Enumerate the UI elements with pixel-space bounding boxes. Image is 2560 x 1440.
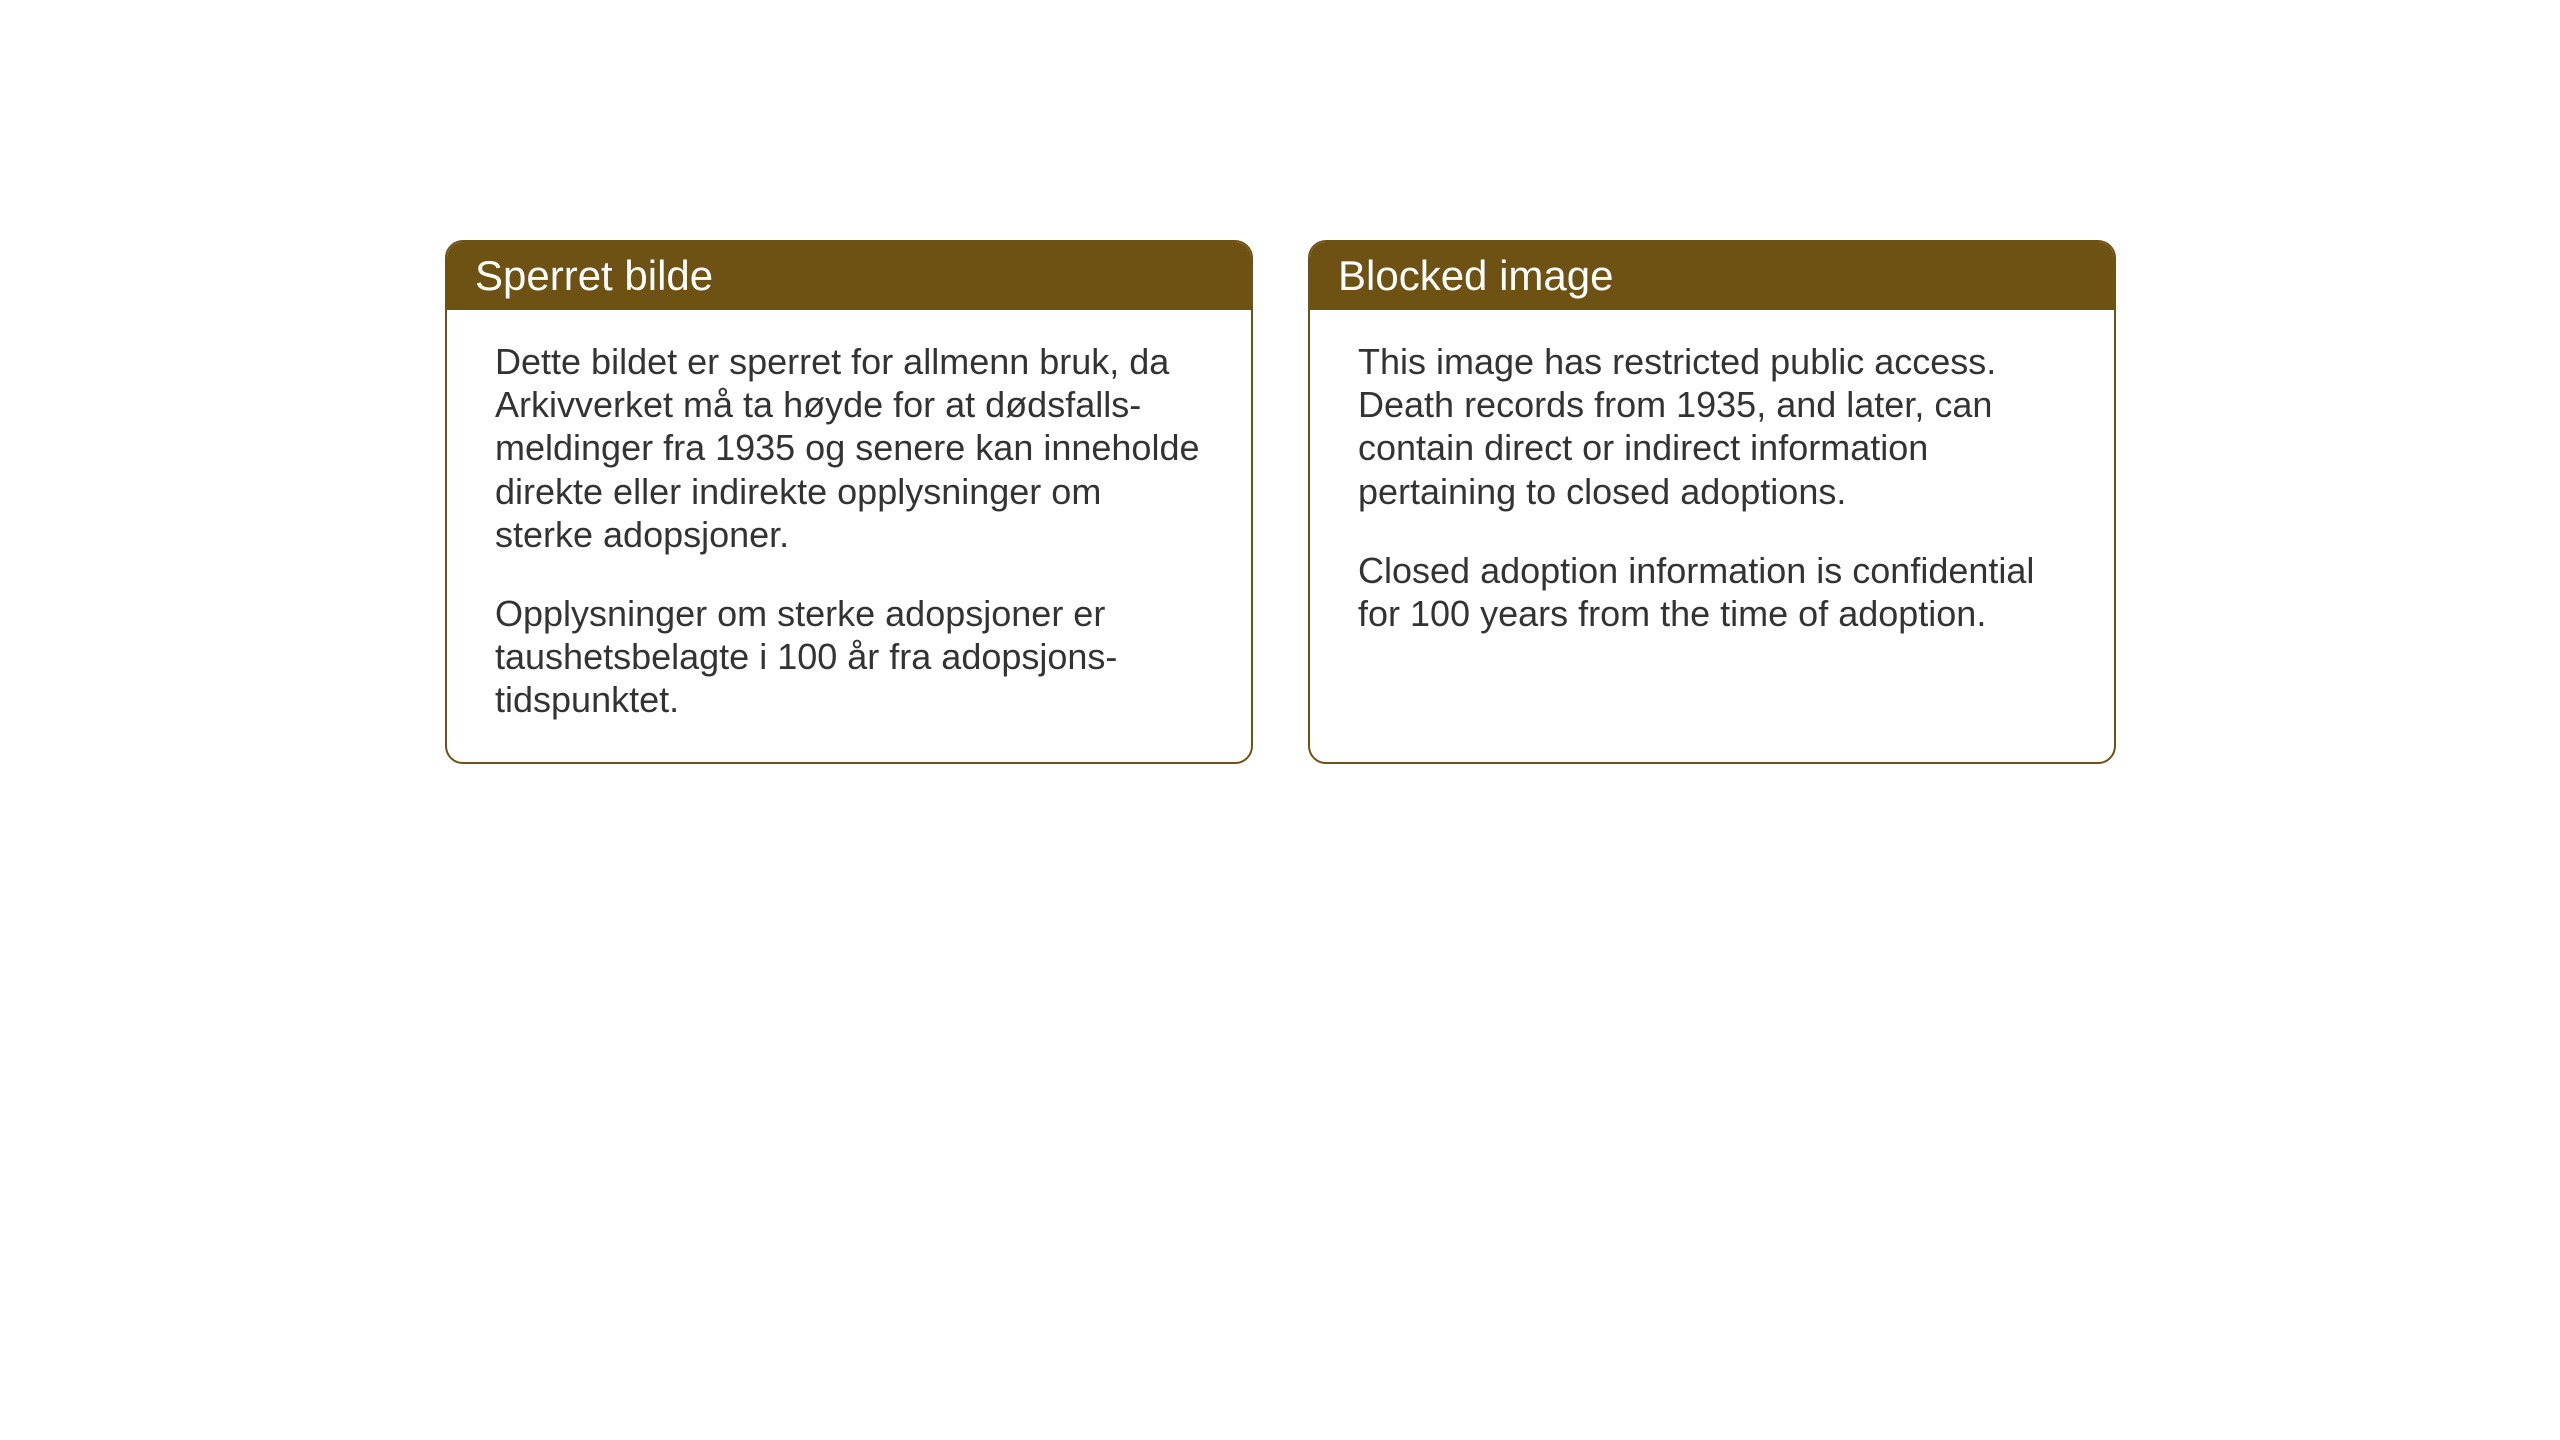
card-paragraph-1-english: This image has restricted public access.…	[1358, 340, 2066, 513]
card-body-norwegian: Dette bildet er sperret for allmenn bruk…	[447, 310, 1251, 762]
notice-cards-container: Sperret bilde Dette bildet er sperret fo…	[445, 240, 2116, 764]
notice-card-norwegian: Sperret bilde Dette bildet er sperret fo…	[445, 240, 1253, 764]
card-header-norwegian: Sperret bilde	[447, 242, 1251, 310]
card-paragraph-2-english: Closed adoption information is confident…	[1358, 549, 2066, 635]
notice-card-english: Blocked image This image has restricted …	[1308, 240, 2116, 764]
card-paragraph-1-norwegian: Dette bildet er sperret for allmenn bruk…	[495, 340, 1203, 556]
card-body-english: This image has restricted public access.…	[1310, 310, 2114, 675]
card-paragraph-2-norwegian: Opplysninger om sterke adopsjoner er tau…	[495, 592, 1203, 722]
card-title-norwegian: Sperret bilde	[475, 252, 713, 299]
card-header-english: Blocked image	[1310, 242, 2114, 310]
card-title-english: Blocked image	[1338, 252, 1613, 299]
